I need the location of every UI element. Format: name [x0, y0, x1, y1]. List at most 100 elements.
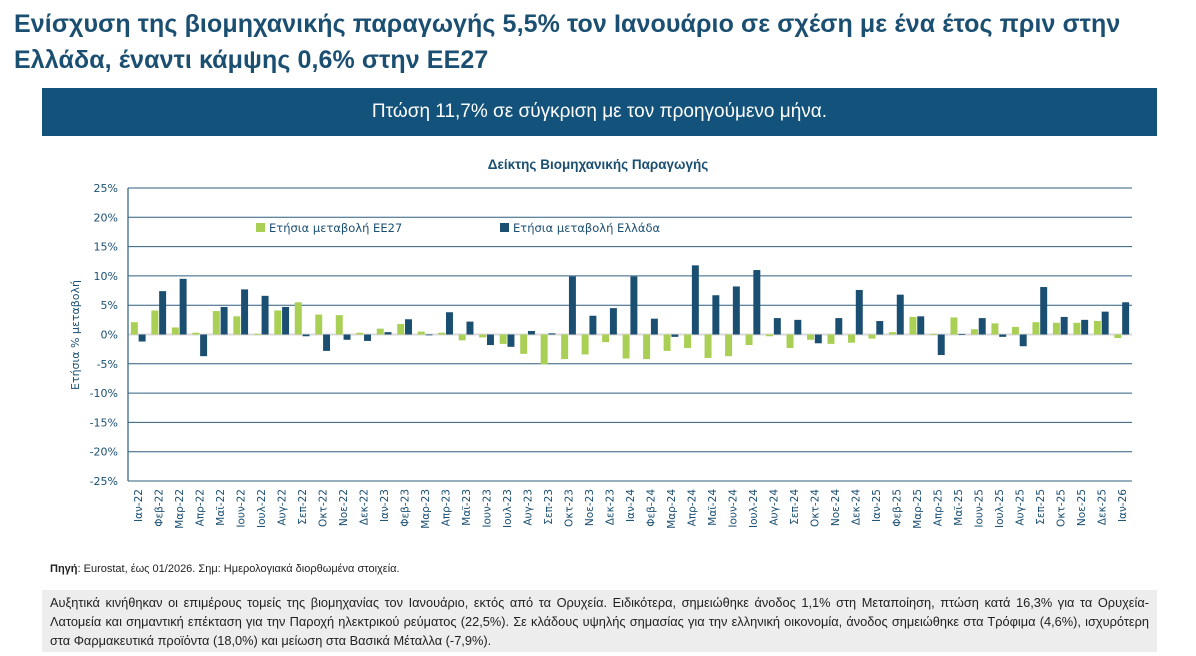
bar-greece — [650, 318, 658, 335]
bar-eu27 — [684, 334, 692, 348]
x-tick-label: Ιουλ-22 — [256, 489, 268, 528]
bar-greece — [241, 289, 249, 335]
bar-eu27 — [848, 334, 855, 343]
bar-eu27 — [929, 333, 937, 335]
y-tick-label: -20% — [90, 446, 118, 459]
x-tick-label: Νοε-23 — [584, 489, 596, 526]
x-tick-label: Σεπ-24 — [789, 489, 801, 525]
x-tick-label: Ιαν-24 — [625, 489, 637, 522]
bar-eu27 — [130, 322, 138, 335]
bar-eu27 — [356, 332, 364, 335]
bar-greece — [507, 334, 515, 347]
x-tick-label: Αυγ-23 — [523, 489, 535, 526]
source-line: Πηγή: Eurostat, έως 01/2026. Σημ: Ημερολ… — [50, 563, 400, 575]
x-tick-label: Ιουν-22 — [236, 489, 248, 528]
bar-greece — [1101, 311, 1109, 335]
x-tick-label: Οκτ-24 — [809, 489, 821, 527]
x-tick-label: Ιαν-23 — [379, 489, 391, 522]
x-tick-label: Μαϊ-23 — [461, 489, 473, 526]
bar-eu27 — [1114, 334, 1122, 339]
x-tick-label: Μαϊ-24 — [707, 489, 719, 526]
bar-eu27 — [171, 327, 179, 335]
bar-eu27 — [397, 323, 405, 335]
x-tick-label: Ιουν-25 — [973, 489, 985, 528]
bar-eu27 — [581, 334, 589, 355]
bar-eu27 — [786, 334, 794, 348]
y-tick-label: -10% — [90, 387, 118, 400]
x-tick-label: Δεκ-22 — [359, 489, 371, 525]
x-tick-label: Ιαν-22 — [133, 489, 145, 522]
bar-greece — [814, 334, 822, 344]
y-tick-label: 15% — [94, 241, 118, 254]
bar-greece — [794, 319, 802, 335]
bar-greece — [138, 334, 146, 342]
bar-greece — [896, 294, 904, 335]
bar-eu27 — [602, 334, 610, 343]
bar-eu27 — [888, 332, 896, 335]
bar-greece — [446, 312, 453, 335]
bar-greece — [179, 278, 187, 335]
x-tick-label: Σεπ-25 — [1035, 489, 1047, 525]
chart-container: Δείκτης Βιομηχανικής Παραγωγής 25% 20% 15%… — [0, 145, 1196, 565]
x-tick-label: Νοε-25 — [1076, 489, 1088, 526]
bar-greece — [159, 291, 167, 335]
bar-greece — [568, 276, 576, 335]
source-label: Πηγή — [50, 563, 78, 575]
x-tick-label: Νοε-24 — [830, 489, 842, 526]
bar-greece — [773, 318, 781, 335]
bar-eu27 — [458, 334, 466, 341]
bar-greece — [691, 265, 699, 335]
y-axis-label: Ετήσια % μεταβολή — [69, 280, 82, 390]
commentary-note: Αυξητικά κινήθηκαν οι επιμέρους τομείς τ… — [42, 590, 1157, 652]
bar-eu27 — [294, 302, 302, 335]
bar-greece — [978, 318, 986, 335]
bar-greece — [466, 321, 474, 335]
x-tick-label: Απρ-24 — [686, 489, 698, 527]
bar-eu27 — [233, 316, 241, 335]
x-tick-label: Δεκ-25 — [1096, 489, 1108, 525]
bar-greece — [364, 334, 372, 341]
y-tick-label: 5% — [101, 299, 118, 312]
bar-greece — [261, 295, 269, 335]
bar-greece — [1081, 319, 1089, 335]
x-tick-label: Δεκ-23 — [605, 489, 617, 525]
bar-greece — [937, 334, 945, 356]
bar-greece — [876, 321, 884, 335]
bar-eu27 — [520, 334, 528, 354]
bar-greece — [1019, 334, 1027, 347]
bar-eu27 — [438, 332, 446, 335]
y-tick-label: 10% — [94, 270, 118, 283]
bar-eu27 — [376, 328, 384, 335]
bar-greece — [200, 334, 208, 357]
bar-greece — [712, 295, 720, 335]
x-tick-label: Ιουν-24 — [727, 489, 739, 528]
bar-eu27 — [622, 334, 630, 359]
bar-greece — [835, 318, 843, 335]
bar-eu27 — [807, 334, 814, 340]
bar-eu27 — [745, 334, 753, 346]
bar-greece — [384, 332, 392, 335]
x-tick-label: Φεβ-22 — [154, 489, 166, 527]
bar-eu27 — [1052, 322, 1060, 335]
bar-eu27 — [540, 334, 548, 365]
bar-greece — [323, 334, 331, 351]
bar-greece — [1040, 287, 1048, 335]
bar-eu27 — [561, 334, 569, 360]
source-text: : Eurostat, έως 01/2026. Σημ: Ημερολογια… — [77, 563, 400, 575]
legend-label-greece: Ετήσια μεταβολή Ελλάδα — [513, 221, 661, 235]
bar-eu27 — [909, 316, 917, 335]
bar-eu27 — [151, 310, 159, 335]
y-tick-label: 20% — [94, 211, 118, 224]
x-tick-label: Οκτ-25 — [1055, 489, 1067, 527]
bar-greece — [671, 334, 679, 337]
bar-eu27 — [253, 333, 261, 335]
headline: Ενίσχυση της βιομηχανικής παραγωγής 5,5%… — [14, 10, 1121, 74]
bar-eu27 — [766, 334, 774, 337]
bar-greece — [753, 270, 761, 335]
x-tick-label: Σεπ-22 — [297, 489, 309, 525]
bar-greece — [917, 316, 925, 335]
bar-eu27 — [868, 334, 876, 339]
bar-greece — [855, 289, 863, 335]
legend-label-eu27: Ετήσια μεταβολή ΕΕ27 — [269, 221, 402, 235]
x-tick-label: Οκτ-23 — [564, 489, 576, 527]
